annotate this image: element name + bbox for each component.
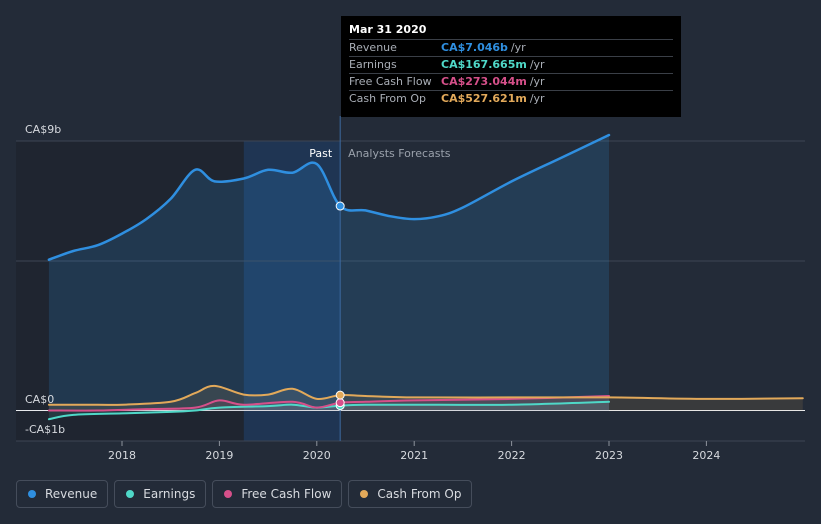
y-tick-label: CA$9b: [25, 123, 61, 136]
fcf-line: [47, 395, 610, 412]
tooltip-unit: /yr: [529, 92, 545, 105]
free-cash-flow-dot-icon: [224, 490, 233, 498]
tooltip-row-revenue: Revenue CA$7.046b /yr: [349, 39, 673, 56]
x-tick-label: 2018: [108, 449, 136, 462]
legend-label: Cash From Op: [377, 487, 462, 501]
gridlines: [16, 140, 805, 442]
legend-item-free-cash-flow[interactable]: Free Cash Flow: [212, 480, 343, 508]
x-tick-label: 2024: [692, 449, 720, 462]
past-shade-region: [243, 141, 341, 441]
legend-label: Earnings: [143, 487, 196, 501]
earnings-dot-icon: [126, 490, 135, 498]
tooltip-value: CA$7.046b: [441, 41, 508, 54]
tooltip-value: CA$527.621m: [441, 92, 527, 105]
earnings-line: [47, 400, 610, 421]
highlight-markers: [335, 201, 345, 411]
tooltip-label: Revenue: [349, 41, 397, 54]
revenue-area: [48, 135, 609, 411]
revenue-marker: [335, 201, 345, 211]
dark-region: [16, 141, 244, 441]
cfo-marker: [335, 390, 345, 400]
tooltip-unit: /yr: [510, 41, 526, 54]
tooltip-label: Cash From Op: [349, 92, 427, 105]
tooltip-value: CA$273.044m: [441, 75, 527, 88]
legend-label: Free Cash Flow: [241, 487, 332, 501]
fcf-marker: [335, 398, 345, 408]
legend-item-revenue[interactable]: Revenue: [16, 480, 109, 508]
x-tick-label: 2019: [205, 449, 233, 462]
legend-label: Revenue: [45, 487, 98, 501]
cash-from-op-dot-icon: [360, 490, 369, 498]
forecast-label: Analysts Forecasts: [348, 147, 451, 160]
earnings-area: [48, 401, 609, 420]
tooltip-row-earnings: Earnings CA$167.665m /yr: [349, 56, 673, 73]
tooltip-row-free-cash-flow: Free Cash Flow CA$273.044m /yr: [349, 73, 673, 90]
tooltip-label: Earnings: [349, 58, 397, 71]
tooltip-row-cash-from-op: Cash From Op CA$527.621m /yr: [349, 90, 673, 107]
legend: Revenue Earnings Free Cash Flow Cash Fro…: [16, 480, 473, 508]
x-tick-label: 2021: [400, 449, 428, 462]
x-tick-label: 2023: [595, 449, 623, 462]
series-lines: [47, 133, 804, 421]
revenue-dot-icon: [28, 490, 36, 498]
tooltip-value: CA$167.665m: [441, 58, 527, 71]
tooltip-unit: /yr: [529, 58, 545, 71]
legend-item-cash-from-op[interactable]: Cash From Op: [348, 480, 473, 508]
tooltip-date: Mar 31 2020: [349, 23, 427, 36]
legend-item-earnings[interactable]: Earnings: [114, 480, 207, 508]
y-tick-label: CA$0: [25, 393, 54, 406]
cfo-line: [47, 384, 804, 406]
tooltip: Mar 31 2020 Revenue CA$7.046b /yr Earnin…: [341, 16, 681, 117]
x-tick-label: 2022: [498, 449, 526, 462]
revenue-line: [47, 133, 611, 261]
tooltip-unit: /yr: [529, 75, 545, 88]
y-axis: CA$9b CA$0 -CA$1b: [25, 123, 65, 436]
y-tick-label: -CA$1b: [25, 423, 65, 436]
past-label: Past: [309, 147, 333, 160]
tooltip-label: Free Cash Flow: [349, 75, 432, 88]
x-tick-label: 2020: [303, 449, 331, 462]
x-axis: 2018 2019 2020 2021 2022 2023 2024: [108, 441, 720, 462]
